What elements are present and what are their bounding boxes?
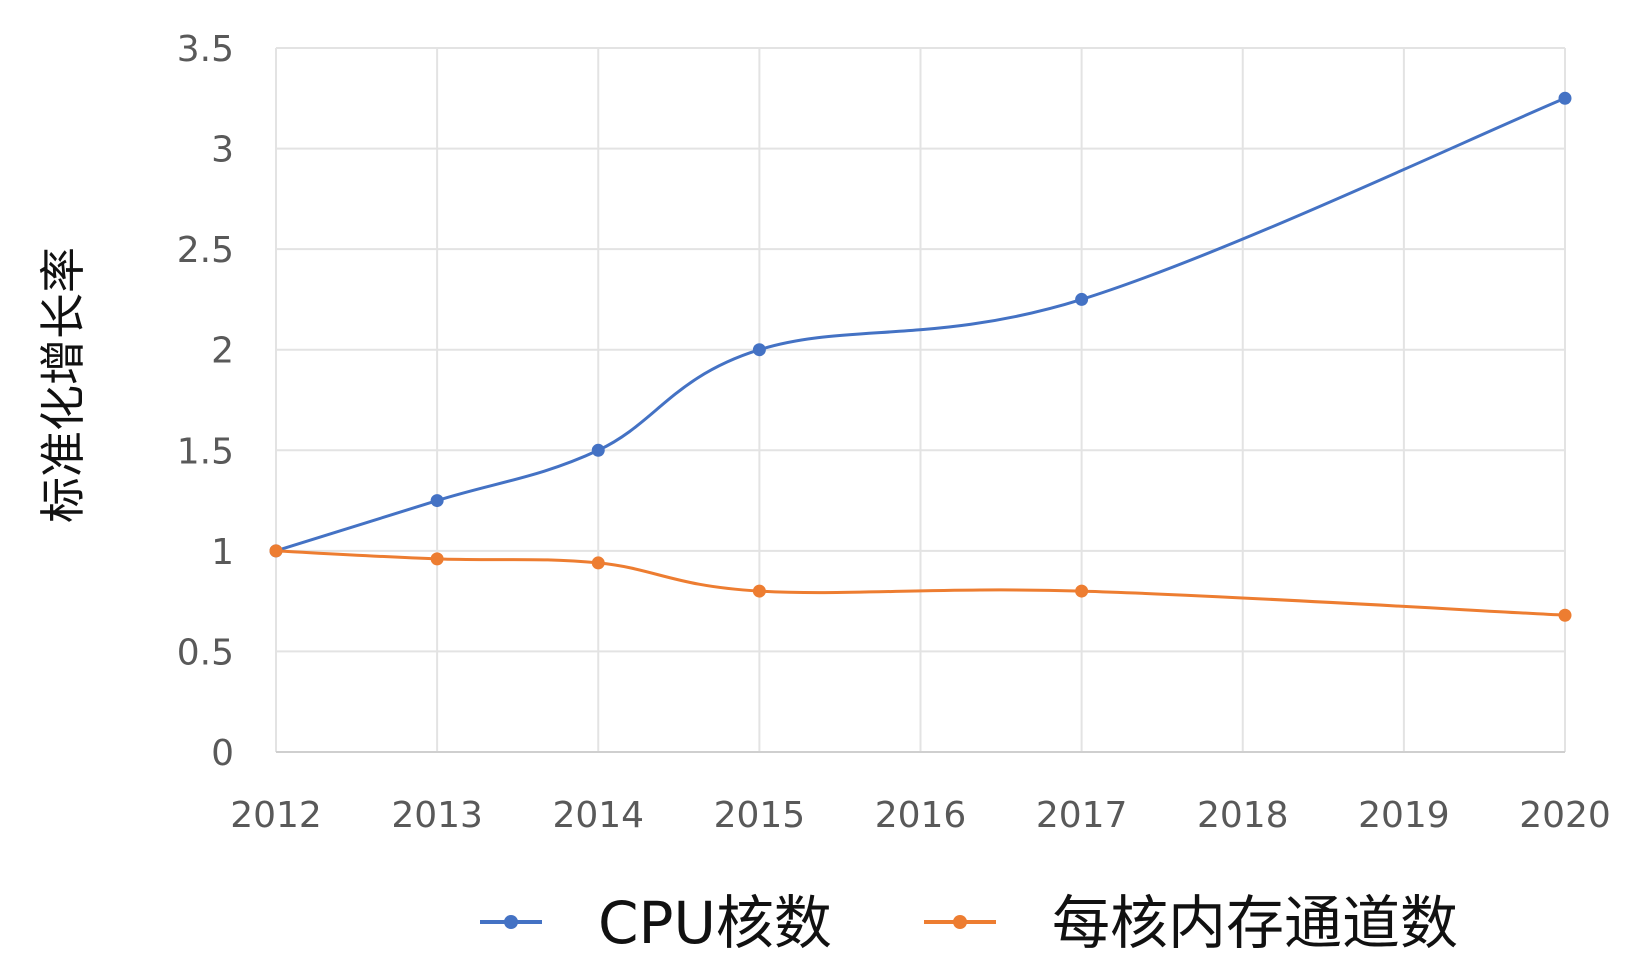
x-tick-label: 2013 — [391, 795, 483, 836]
y-tick-label: 3 — [211, 130, 234, 171]
data-point — [1075, 292, 1089, 306]
legend-item: CPU核数 — [480, 889, 832, 957]
x-tick-labels: 2012 2013 2014 2015 2016 2017 2018 2019 2020 — [230, 795, 1611, 836]
x-tick-label: 2015 — [714, 795, 806, 836]
data-point — [269, 544, 283, 558]
y-tick-label: 0 — [211, 733, 234, 774]
data-point — [430, 494, 444, 508]
x-tick-label: 2018 — [1197, 795, 1289, 836]
legend-label: CPU核数 — [598, 889, 832, 957]
grid-lines — [275, 47, 1566, 752]
x-tick-label: 2012 — [230, 795, 322, 836]
y-tick-label: 1.5 — [177, 431, 234, 472]
data-point — [591, 443, 605, 457]
series-lines — [269, 91, 1572, 622]
y-tick-label: 2.5 — [177, 230, 234, 271]
y-tick-label: 1 — [211, 532, 234, 573]
x-tick-label: 2020 — [1519, 795, 1611, 836]
legend-swatch-marker — [953, 915, 967, 929]
y-axis-label: 标准化增长率 — [36, 247, 90, 523]
y-tick-label: 0.5 — [177, 632, 234, 673]
x-tick-label: 2017 — [1036, 795, 1128, 836]
data-point — [752, 584, 766, 598]
legend-item: 每核内存通道数 — [924, 889, 1458, 957]
legend-label: 每核内存通道数 — [1052, 889, 1458, 957]
data-point — [430, 552, 444, 566]
data-point — [1558, 608, 1572, 622]
data-point — [752, 343, 766, 357]
data-point — [591, 556, 605, 570]
legend-swatch-marker — [504, 915, 518, 929]
x-tick-label: 2019 — [1358, 795, 1450, 836]
y-tick-label: 3.5 — [177, 29, 234, 70]
x-tick-label: 2014 — [552, 795, 644, 836]
legend: CPU核数 每核内存通道数 — [480, 889, 1458, 957]
y-tick-label: 2 — [211, 331, 234, 372]
data-point — [1075, 584, 1089, 598]
x-tick-label: 2016 — [875, 795, 967, 836]
data-point — [1558, 91, 1572, 105]
series-2 — [269, 544, 1572, 622]
y-tick-labels: 0 0.5 1 1.5 2 2.5 3 3.5 — [177, 29, 234, 774]
